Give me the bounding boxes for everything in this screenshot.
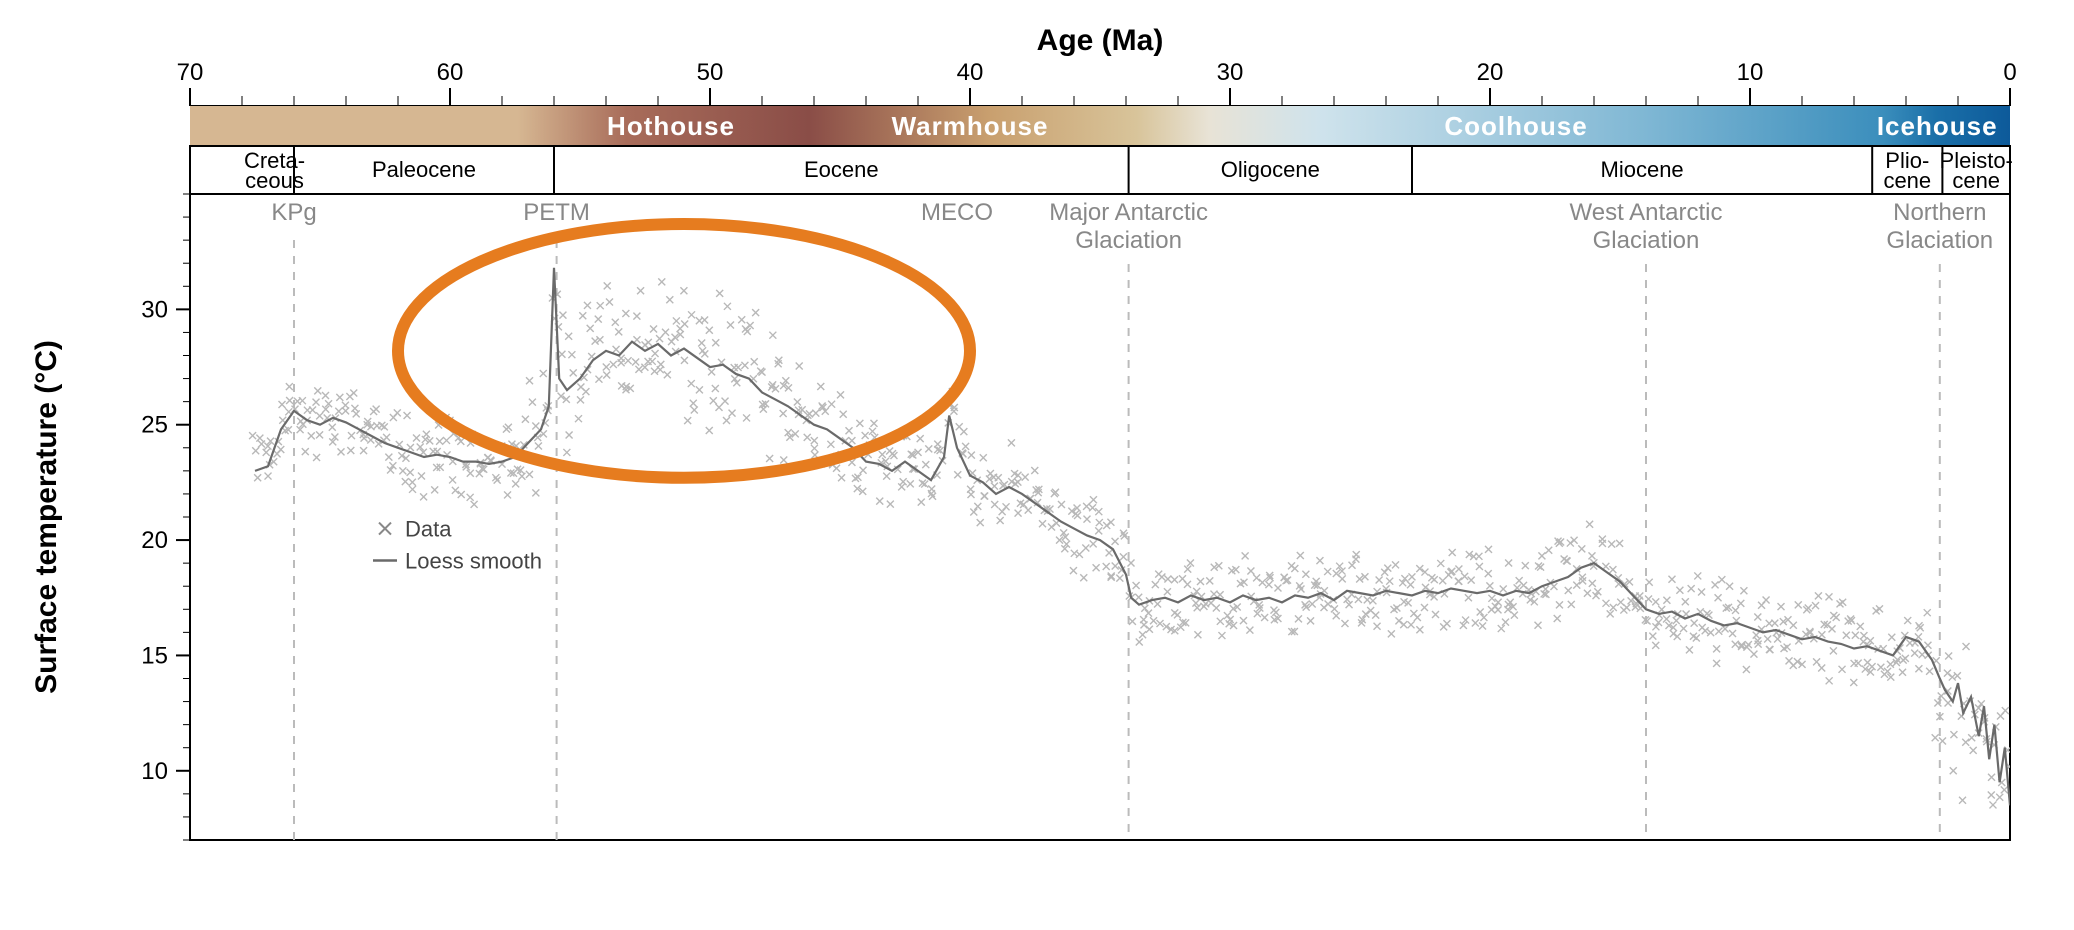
event-label: Glaciation — [1593, 227, 1700, 254]
climate-label: Coolhouse — [1444, 111, 1587, 141]
plot-frame — [190, 194, 2010, 840]
epoch-label: cene — [1952, 168, 2000, 193]
x-tick-label: 50 — [697, 59, 724, 86]
legend-item: Loess smooth — [405, 549, 542, 574]
y-tick-label: 25 — [141, 412, 168, 439]
x-tick-label: 40 — [957, 59, 984, 86]
x-tick-label: 10 — [1737, 59, 1764, 86]
climate-label: Icehouse — [1877, 111, 1998, 141]
y-axis-title: Surface temperature (°C) — [30, 340, 63, 694]
x-tick-label: 70 — [177, 59, 204, 86]
legend: Data Loess smooth — [373, 517, 542, 574]
loess-line — [255, 268, 2010, 806]
scatter-layer — [249, 278, 2013, 808]
climate-label: Warmhouse — [892, 111, 1049, 141]
x-axis-title: Age (Ma) — [1037, 24, 1164, 57]
epoch-label: Eocene — [804, 157, 879, 182]
legend-item: Data — [405, 517, 452, 542]
climate-band — [190, 106, 2010, 146]
x-tick-label: 60 — [437, 59, 464, 86]
x-tick-label: 0 — [2003, 59, 2016, 86]
x-tick-label: 20 — [1477, 59, 1504, 86]
event-label: Northern — [1893, 199, 1986, 226]
climate-label: Hothouse — [607, 111, 735, 141]
event-label: Major Antarctic — [1049, 199, 1208, 226]
epoch-label: cene — [1883, 168, 1931, 193]
y-tick-label: 15 — [141, 642, 168, 669]
event-label: Glaciation — [1075, 227, 1182, 254]
epoch-label: ceous — [245, 168, 304, 193]
highlight-ellipse — [398, 224, 970, 478]
loess-layer — [255, 268, 2010, 806]
event-label: PETM — [523, 199, 590, 226]
y-tick-label: 20 — [141, 527, 168, 554]
event-label: KPg — [271, 199, 316, 226]
event-label: Glaciation — [1886, 227, 1993, 254]
x-tick-label: 30 — [1217, 59, 1244, 86]
y-tick-label: 10 — [141, 758, 168, 785]
event-label: West Antarctic — [1570, 199, 1723, 226]
epoch-label: Paleocene — [372, 157, 476, 182]
paleotemp-chart: Age (Ma) 70 60 50 40 30 20 10 0 Hothouse Warmhouse… — [20, 20, 2054, 910]
epoch-label: Oligocene — [1221, 157, 1320, 182]
y-tick-label: 30 — [141, 296, 168, 323]
event-label: MECO — [921, 199, 993, 226]
epoch-label: Miocene — [1601, 157, 1684, 182]
